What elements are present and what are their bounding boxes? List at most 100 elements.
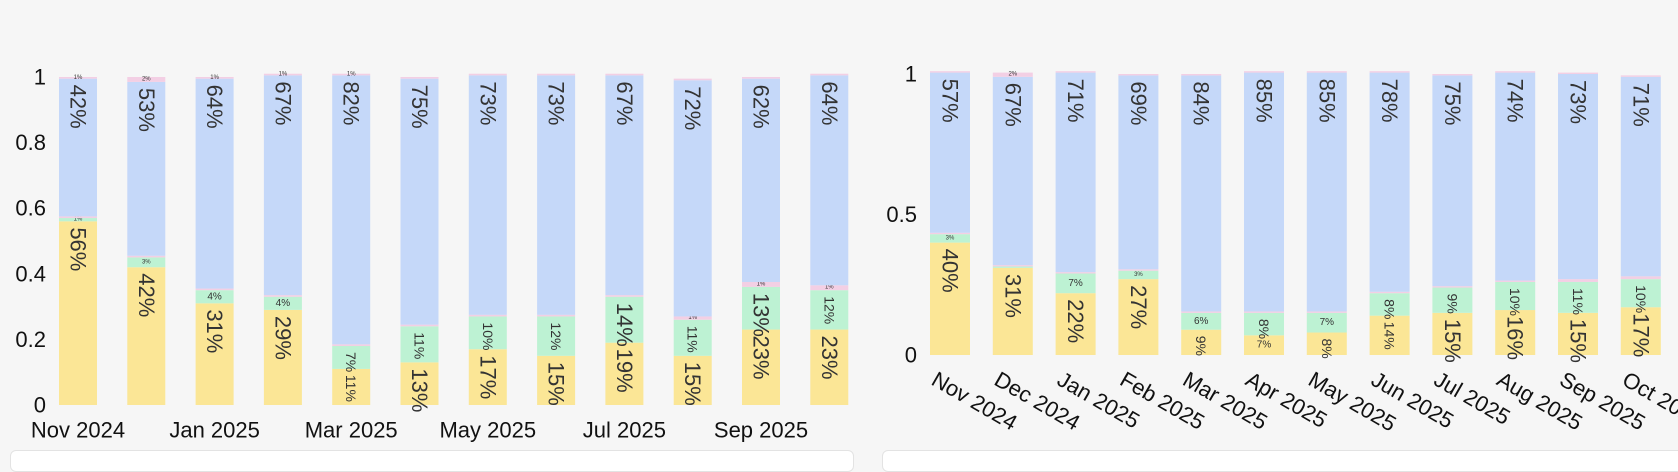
bar-segment-blue [400,78,439,325]
segment-value-label: 67% [1000,83,1025,127]
bar-segment-green [127,257,166,268]
bar-segment-yellow [1558,312,1598,355]
segment-value-label: 4% [207,291,222,302]
segment-value-label: 11% [343,375,359,402]
bar-nov-2024: 56% 1% 42% 1% [59,75,97,405]
segment-value-label: 10% [1507,288,1523,316]
bar-segment-pink [605,73,644,76]
y-tick-label: 0.8 [15,130,46,155]
bar-segment-blue [1306,72,1347,312]
bar-segment-yellow [332,368,371,405]
bar-segment-yellow [59,221,97,405]
x-tick-label: May 2025 [439,418,536,443]
segment-value-label: 6% [1194,316,1209,327]
bar-segment-pink [1306,71,1347,73]
segment-value-label: 19% [612,349,637,393]
bar-segment-pink [468,314,507,317]
left-chart: 56% 1% 42% 1% 42% 3% 53% 2% 31% 4% 64% 1% 29% 4% 67% 1%… [15,65,849,443]
bar-segment-blue [1055,72,1096,273]
bar-segment-yellow [263,309,302,405]
bar-jun-2025: 14% 8% 78% [1369,71,1410,355]
bar-segment-blue [1620,76,1661,277]
segment-value-label: 31% [1000,274,1025,318]
bar-segment-pink [1244,71,1284,73]
segment-value-label: 7% [1068,278,1083,289]
bar-segment-pink [1181,311,1222,313]
bar-segment-blue [673,80,712,317]
segment-value-label: 1% [347,72,356,78]
bar-segment-pink [59,77,97,79]
bar-sep-2025: 15% 11% 73% [1558,72,1598,363]
bar-segment-pink [810,285,849,291]
bar-segment-green [992,266,1033,268]
bar-segment-pink [1495,280,1536,282]
segment-value-label: 73% [1566,80,1591,124]
bar-segment-blue [930,72,970,233]
segment-value-label: 1% [74,75,83,81]
bar-segment-yellow [992,267,1033,355]
segment-value-label: 71% [1063,79,1088,123]
segment-value-label: 23% [817,336,842,380]
bar-segment-pink [1055,71,1096,73]
segment-value-label: 23% [749,336,774,380]
bar-apr-2025: 13% 11% 75% [400,77,439,412]
y-tick-label: 0.4 [15,261,46,286]
bar-segment-green [605,296,644,343]
bar-segment-pink [1558,279,1598,282]
segment-value-label: 8% [1382,299,1398,319]
segment-value-label: 13% [749,293,774,337]
x-tick-label: Sep 2025 [714,418,808,443]
segment-value-label: 71% [1628,83,1653,127]
bar-segment-green [195,290,234,304]
segment-value-label: 75% [1440,81,1465,125]
bar-segment-blue [1244,72,1284,312]
y-tick-label: 0.2 [15,327,46,352]
bar-segment-blue [1495,72,1536,281]
bar-feb-2025: 27% 3% 69% [1118,74,1159,355]
y-tick-label: 1 [905,62,917,87]
segment-value-label: 10% [1633,285,1649,313]
segment-value-label: 31% [202,309,227,353]
segment-value-label: 9% [1193,336,1209,356]
bar-segment-pink [1118,74,1159,76]
bar-segment-yellow [195,303,234,405]
bar-segment-pink [992,72,1033,77]
bar-segment-yellow [1620,307,1661,355]
bar-segment-pink [468,73,507,76]
bar-segment-pink [1495,71,1536,73]
bar-segment-blue [810,75,849,286]
segment-value-label: 10% [480,322,496,350]
segment-value-label: 1% [279,72,288,78]
bar-segment-green [742,286,780,330]
segment-value-label: 15% [1566,319,1591,363]
segment-value-label: 85% [1314,79,1339,123]
segment-value-label: 56% [66,227,91,271]
bar-segment-yellow [537,355,576,405]
segment-value-label: 1% [688,315,697,321]
x-tick-label: Nov 2024 [31,418,125,443]
bar-segment-pink [537,73,576,76]
bar-mar-2025: 9% 6% 84% [1181,74,1222,356]
bar-segment-blue [332,75,371,345]
bar-segment-pink [1558,72,1598,74]
bar-feb-2025: 29% 4% 67% 1% [263,72,302,405]
segment-value-label: 15% [680,362,705,406]
left-panel-card [10,450,854,472]
bar-segment-pink [400,324,439,327]
segment-value-label: 16% [1503,316,1528,360]
bar-segment-pink [127,255,166,258]
bar-segment-green [1558,281,1598,313]
segment-value-label: 67% [270,81,295,125]
bar-segment-blue [1558,74,1598,280]
bar-nov-2024: 40% 3% 57% [930,71,970,355]
bar-segment-pink [1118,269,1159,271]
bar-may-2025: 8% 7% 85% [1306,71,1347,359]
bar-segment-yellow [1432,312,1473,355]
bar-segment-pink [992,265,1033,267]
segment-value-label: 84% [1189,81,1214,125]
segment-value-label: 1% [210,75,219,81]
bar-jan-2025: 31% 4% 64% 1% [195,75,234,405]
bar-jul-2025: 15% 9% 75% [1432,74,1473,363]
segment-value-label: 8% [1319,339,1335,359]
bar-segment-pink [1620,75,1661,77]
